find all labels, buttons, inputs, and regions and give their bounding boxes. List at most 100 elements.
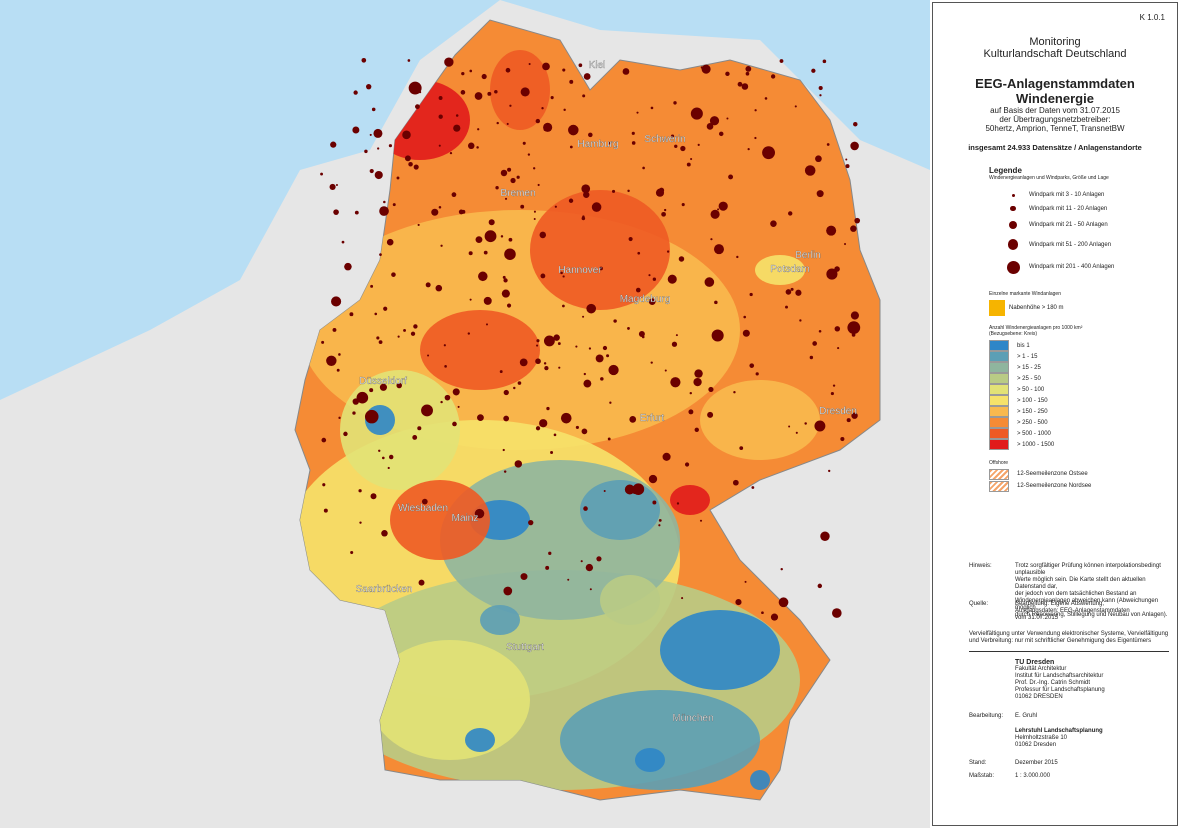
- wind-park: [582, 94, 586, 98]
- legend-row: > 50 - 100: [933, 384, 1177, 395]
- wind-park: [543, 335, 555, 347]
- density-area: [420, 310, 540, 390]
- wind-park: [714, 300, 718, 305]
- wind-park: [322, 483, 326, 487]
- swatch: [989, 395, 1009, 406]
- wind-park: [455, 114, 459, 117]
- wind-park: [735, 599, 742, 606]
- density-area: [750, 770, 770, 790]
- wind-park: [764, 97, 768, 100]
- wind-park: [504, 248, 516, 260]
- city-label: Magdeburg: [620, 294, 671, 305]
- wind-park: [505, 67, 511, 73]
- wind-park: [501, 289, 510, 298]
- wind-park: [804, 165, 816, 176]
- wind-park: [613, 319, 617, 323]
- wind-park: [770, 220, 777, 227]
- city-label: Mainz: [452, 513, 479, 524]
- wind-park: [607, 437, 611, 441]
- wind-park: [718, 131, 724, 137]
- swatch: [989, 417, 1009, 428]
- wind-park: [728, 174, 734, 180]
- wind-park: [548, 551, 552, 555]
- legend-row: Windpark mit 51 - 200 Anlagen: [933, 234, 1177, 255]
- wind-park: [379, 206, 389, 216]
- wind-park: [504, 197, 508, 200]
- wind-park: [435, 284, 443, 292]
- subtitle: 50hertz, Amprion, TenneT, TransnetBW: [985, 124, 1125, 133]
- wind-park: [386, 238, 394, 246]
- wind-park: [546, 406, 550, 411]
- wind-park: [642, 166, 645, 170]
- swatch: [989, 340, 1009, 351]
- wind-park: [495, 186, 499, 190]
- project: Kulturlandschaft Deutschland: [983, 48, 1127, 60]
- wind-park: [352, 398, 360, 405]
- wind-park: [575, 345, 578, 348]
- wind-park: [374, 170, 383, 180]
- wind-park: [354, 210, 359, 215]
- field-text: Lehrstuhl Landschaftsplanung Helmholtzstr…: [1015, 728, 1175, 749]
- wind-park: [608, 141, 611, 145]
- wind-park: [452, 421, 457, 427]
- wind-park: [421, 498, 428, 505]
- wind-park: [476, 146, 479, 149]
- text-line: und Verbreitung: nur mit schriftlicher G…: [969, 638, 1152, 644]
- wind-park: [812, 341, 818, 346]
- wind-park: [814, 420, 826, 432]
- wind-park: [496, 121, 499, 125]
- wind-park: [396, 176, 400, 180]
- wind-park: [381, 530, 388, 537]
- wind-park: [815, 155, 822, 163]
- wind-park: [638, 330, 645, 337]
- wind-park: [603, 490, 606, 493]
- swatch: [989, 362, 1009, 373]
- wind-park: [658, 524, 661, 527]
- legend-label: > 15 - 25: [1017, 364, 1041, 371]
- wind-park: [832, 384, 836, 387]
- wind-park: [503, 389, 509, 396]
- wind-park: [338, 353, 341, 356]
- wind-park: [535, 426, 541, 431]
- wind-park: [377, 147, 380, 150]
- wind-park: [632, 483, 645, 496]
- wind-park: [514, 460, 523, 468]
- wind-park: [711, 329, 724, 342]
- wind-park: [418, 579, 425, 586]
- wind-park: [378, 449, 381, 452]
- density-area: [480, 605, 520, 635]
- density-area: [580, 480, 660, 540]
- legend-label: 12-Seemeilenzone Ostsee: [1017, 471, 1088, 477]
- wind-park: [379, 383, 388, 391]
- legend-row: bis 1: [933, 340, 1177, 351]
- wind-park: [826, 143, 830, 146]
- wind-park: [431, 208, 439, 216]
- field-text: Bearbeitung: Eigene Auswertung, Ausgangsd…: [1015, 601, 1175, 622]
- wind-park: [500, 169, 508, 177]
- wind-park: [326, 355, 337, 366]
- wind-park: [333, 209, 339, 215]
- wind-park: [850, 141, 859, 151]
- wind-park: [408, 161, 413, 167]
- wind-park: [562, 304, 565, 308]
- wind-park: [778, 597, 789, 608]
- wind-park: [818, 329, 822, 333]
- wind-park: [818, 85, 823, 91]
- map-code: K 1.0.1: [1139, 13, 1165, 22]
- density-area: [560, 690, 760, 790]
- legend-title: Legende: [989, 166, 1022, 175]
- text-line: TU Dresden: [1015, 659, 1055, 666]
- park-symbol: [1009, 221, 1017, 229]
- legend-row: > 1 - 15: [933, 351, 1177, 362]
- wind-park: [545, 565, 550, 570]
- wind-park: [506, 122, 509, 125]
- wind-park: [457, 405, 460, 408]
- wind-park: [611, 189, 616, 193]
- wind-park: [388, 454, 394, 460]
- wind-park: [636, 111, 639, 114]
- wind-park: [701, 64, 711, 74]
- wind-park: [693, 377, 702, 387]
- wind-park: [415, 104, 420, 110]
- wind-park: [329, 183, 336, 191]
- wind-park: [332, 327, 337, 332]
